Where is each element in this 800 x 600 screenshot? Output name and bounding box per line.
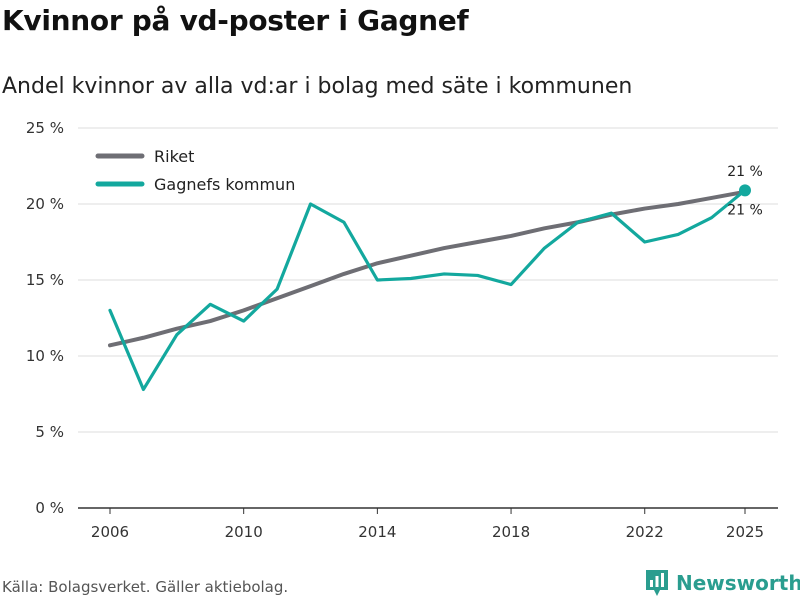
x-axis-ticks: 2006 2010 2014 2018 2022 2025 bbox=[91, 508, 764, 541]
y-tick-label: 10 % bbox=[26, 347, 64, 365]
x-tick-label: 2014 bbox=[358, 523, 396, 541]
end-markers: 21 % 21 % bbox=[727, 164, 763, 218]
x-tick-label: 2006 bbox=[91, 523, 129, 541]
x-tick-label: 2025 bbox=[726, 523, 764, 541]
x-tick-label: 2018 bbox=[492, 523, 530, 541]
chart-title: Kvinnor på vd-poster i Gagnef bbox=[2, 4, 469, 37]
series-line-gagnef bbox=[108, 188, 747, 392]
y-tick-label: 0 % bbox=[35, 499, 64, 517]
legend-label-riket: Riket bbox=[154, 147, 194, 166]
series-lines bbox=[108, 188, 747, 392]
brand-name: Newsworthy bbox=[676, 571, 800, 595]
x-tick-label: 2010 bbox=[225, 523, 263, 541]
y-tick-label: 5 % bbox=[35, 423, 64, 441]
source-note: Källa: Bolagsverket. Gäller aktiebolag. bbox=[2, 578, 289, 596]
end-label-riket: 21 % bbox=[727, 164, 763, 180]
end-label-gagnef: 21 % bbox=[727, 202, 763, 218]
y-axis-ticks: 0 % 5 % 10 % 15 % 20 % 25 % bbox=[26, 119, 64, 517]
series-line-riket bbox=[108, 189, 747, 348]
gridlines bbox=[78, 127, 778, 509]
end-marker-gagnef bbox=[739, 184, 751, 197]
y-tick-label: 25 % bbox=[26, 119, 64, 137]
y-tick-label: 15 % bbox=[26, 271, 64, 289]
brand-logo: Newsworthy bbox=[644, 568, 800, 598]
x-tick-label: 2022 bbox=[626, 523, 664, 541]
newsworthy-logo-icon bbox=[646, 570, 668, 596]
chart-subtitle: Andel kvinnor av alla vd:ar i bolag med … bbox=[2, 74, 633, 99]
y-tick-label: 20 % bbox=[26, 195, 64, 213]
legend: Riket Gagnefs kommun bbox=[95, 147, 295, 194]
legend-label-gagnef: Gagnefs kommun bbox=[154, 175, 295, 194]
